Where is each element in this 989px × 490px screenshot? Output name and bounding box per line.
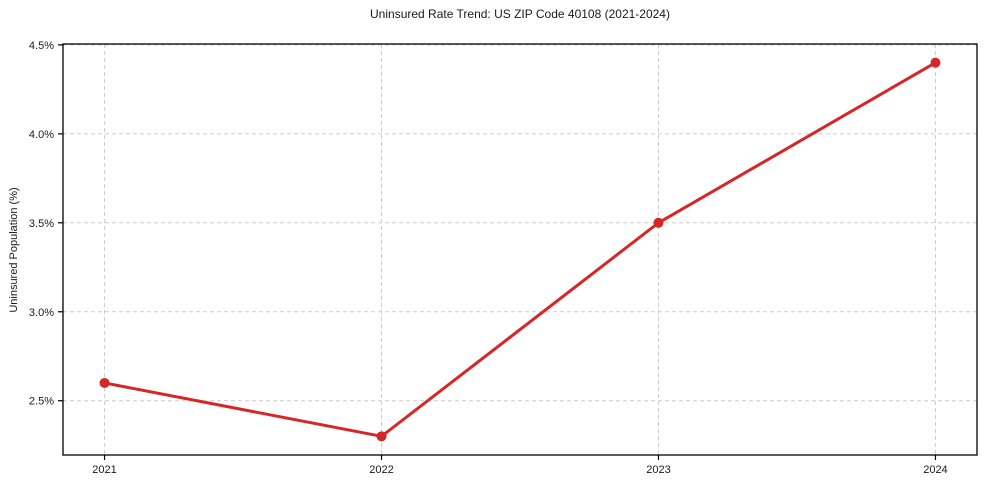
x-tick-label: 2024	[923, 464, 947, 476]
y-tick-label: 4.0%	[29, 129, 54, 141]
x-tick-label: 2021	[92, 464, 116, 476]
trend-line	[103, 61, 937, 438]
y-tick-label: 3.0%	[29, 307, 54, 319]
chart-title: Uninsured Rate Trend: US ZIP Code 40108 …	[370, 7, 670, 21]
data-point	[99, 377, 110, 388]
axes-frame	[62, 43, 978, 456]
y-tick-label: 3.5%	[29, 218, 54, 230]
data-point	[376, 431, 387, 442]
y-tick-label: 2.5%	[29, 396, 54, 408]
x-tick-label: 2023	[646, 464, 670, 476]
y-axis-label: Uninsured Population (%)	[8, 187, 20, 313]
x-tick-label: 2022	[369, 464, 393, 476]
data-point	[653, 217, 664, 228]
y-tick-label: 4.5%	[29, 40, 54, 52]
data-point	[930, 57, 941, 68]
